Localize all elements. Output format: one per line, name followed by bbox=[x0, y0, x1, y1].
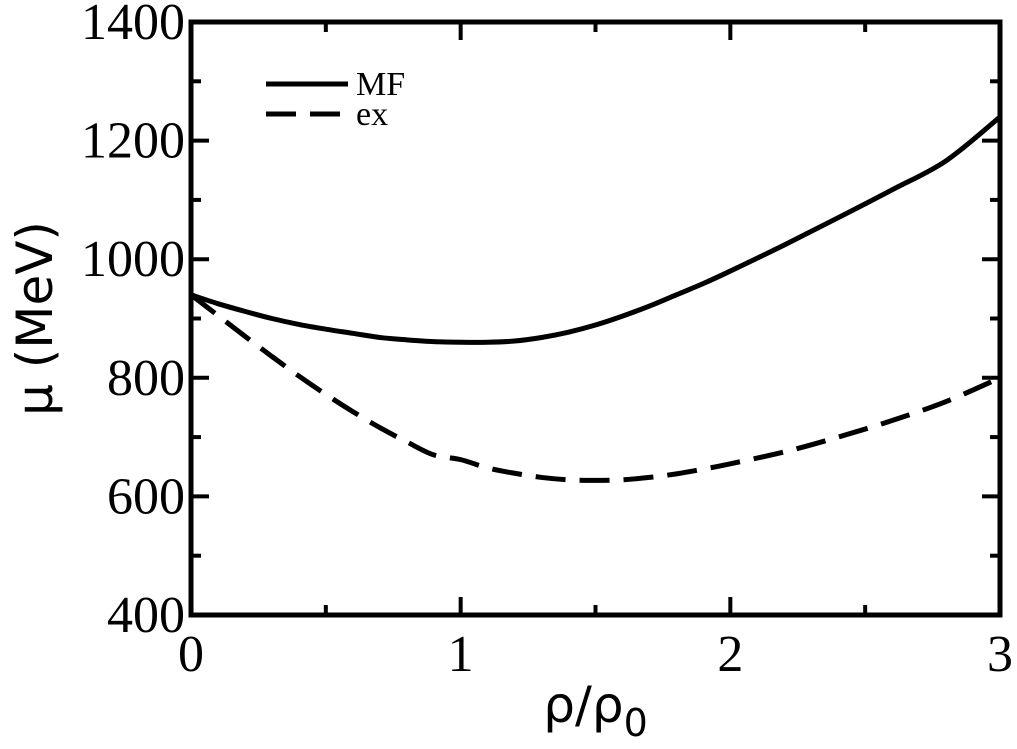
series-line-ex bbox=[189, 292, 1002, 483]
y-tick-label: 800 bbox=[107, 350, 185, 407]
legend-label-ex: ex bbox=[356, 96, 388, 133]
y-axis-label: μ (MeV) bbox=[6, 221, 64, 416]
x-axis-label-subscript: 0 bbox=[624, 701, 648, 745]
y-tick-label: 1400 bbox=[81, 0, 185, 51]
y-tick-label: 600 bbox=[107, 468, 185, 525]
x-axis-label: ρ/ρ0 bbox=[543, 676, 648, 745]
y-tick-label: 1000 bbox=[81, 231, 185, 288]
y-tick-label: 400 bbox=[107, 587, 185, 644]
tick-labels: 0 1 2 3 400 600 800 1000 1200 1400 bbox=[81, 0, 1013, 683]
x-tick-label: 2 bbox=[717, 626, 743, 683]
legend-label-MF: MF bbox=[356, 66, 405, 103]
x-tick-label: 1 bbox=[448, 626, 474, 683]
x-tick-label: 3 bbox=[987, 626, 1013, 683]
y-tick-label: 1200 bbox=[81, 113, 185, 170]
x-tick-label: 0 bbox=[178, 626, 204, 683]
series-line-MF bbox=[190, 114, 1002, 345]
x-axis-label-main: ρ/ρ bbox=[543, 676, 623, 734]
series-layer bbox=[189, 114, 1002, 483]
plot-frame bbox=[188, 19, 1003, 618]
